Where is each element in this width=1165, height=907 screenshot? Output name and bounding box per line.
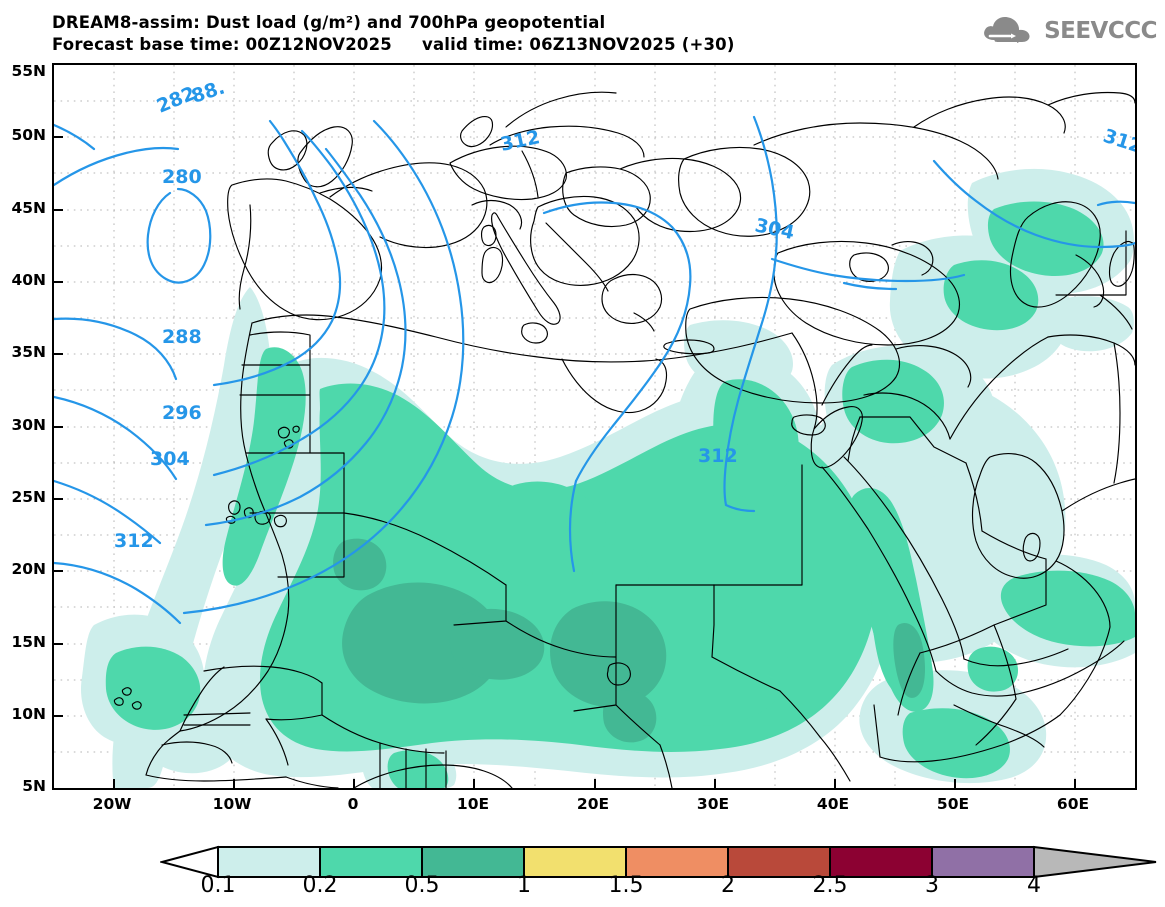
x-tick-20E: 20E <box>576 795 610 813</box>
x-tick-0: 0 <box>347 795 359 813</box>
colorbar-tick-labels: 0.1 0.2 0.5 1 1.5 2 2.5 3 4 <box>160 873 1160 905</box>
colorbar-cell-0.2-0.5 <box>319 846 423 878</box>
cloud-wind-icon <box>984 16 1030 43</box>
map-canvas: 282 88. 280 288 296 304 312 312 304 312 … <box>54 65 1135 788</box>
colorbar-cell-1-1.5 <box>523 846 627 878</box>
coastlines-and-borders <box>113 91 1135 788</box>
dust-band-0.5-1 <box>333 538 925 743</box>
y-tick-50N: 50N <box>11 126 46 144</box>
colorbar-tick-1: 1 <box>517 873 531 898</box>
colorbar-tick-1.5: 1.5 <box>608 873 644 898</box>
y-tick-30N: 30N <box>11 416 46 434</box>
title-line-2: Forecast base time: 00Z12NOV2025 valid ti… <box>52 34 735 56</box>
y-tick-35N: 35N <box>11 343 46 361</box>
x-tick-10E: 10E <box>456 795 490 813</box>
contour-label-288b: 288 <box>162 326 202 348</box>
map-plot-area[interactable]: 282 88. 280 288 296 304 312 312 304 312 … <box>52 63 1137 790</box>
contour-label-296: 296 <box>162 402 202 424</box>
colorbar-cell-0.5-1 <box>421 846 525 878</box>
colorbar-tick-2.5: 2.5 <box>812 873 848 898</box>
contour-label-280: 280 <box>162 166 202 188</box>
colorbar-tick-2: 2 <box>721 873 735 898</box>
y-tick-15N: 15N <box>11 633 46 651</box>
contour-label-304a: 304 <box>150 448 190 470</box>
forecast-base-time: Forecast base time: 00Z12NOV2025 <box>52 35 392 54</box>
colorbar-svg[interactable] <box>158 845 1160 879</box>
axis-ticks <box>54 136 1076 788</box>
x-tick-20W: 20W <box>92 795 132 813</box>
forecast-valid-time: valid time: 06Z13NOV2025 (+30) <box>421 35 735 54</box>
colorbar-tick-0.5: 0.5 <box>404 873 440 898</box>
y-tick-25N: 25N <box>11 488 46 506</box>
colorbar-tick-0.2: 0.2 <box>302 873 338 898</box>
y-tick-20N: 20N <box>11 560 46 578</box>
x-tick-50E: 50E <box>936 795 970 813</box>
y-tick-45N: 45N <box>11 199 46 217</box>
colorbar[interactable] <box>158 845 1160 883</box>
logo-text: SEEVCCC <box>1044 18 1157 44</box>
x-tick-30E: 30E <box>696 795 730 813</box>
x-tick-40E: 40E <box>816 795 850 813</box>
colorbar-tick-4: 4 <box>1027 873 1041 898</box>
colorbar-high-arrow <box>1033 845 1157 879</box>
colorbar-cell-3-4 <box>931 846 1035 878</box>
contour-label-312a: 312 <box>114 530 154 552</box>
geopotential-contours <box>54 115 1135 625</box>
y-tick-10N: 10N <box>11 705 46 723</box>
contour-label-312c: 312 <box>698 445 738 467</box>
y-tick-55N: 55N <box>11 62 46 80</box>
x-tick-10W: 10W <box>212 795 252 813</box>
colorbar-tick-0.1: 0.1 <box>200 873 236 898</box>
page-title: DREAM8-assim: Dust load (g/m²) and 700hP… <box>52 12 735 56</box>
colorbar-cell-1.5-2 <box>625 846 729 878</box>
y-tick-40N: 40N <box>11 271 46 289</box>
colorbar-tick-3: 3 <box>925 873 939 898</box>
title-line-1: DREAM8-assim: Dust load (g/m²) and 700hP… <box>52 13 606 32</box>
seevccc-logo: SEEVCCC <box>980 14 1157 48</box>
y-tick-5N: 5N <box>22 777 46 795</box>
x-tick-60E: 60E <box>1056 795 1090 813</box>
